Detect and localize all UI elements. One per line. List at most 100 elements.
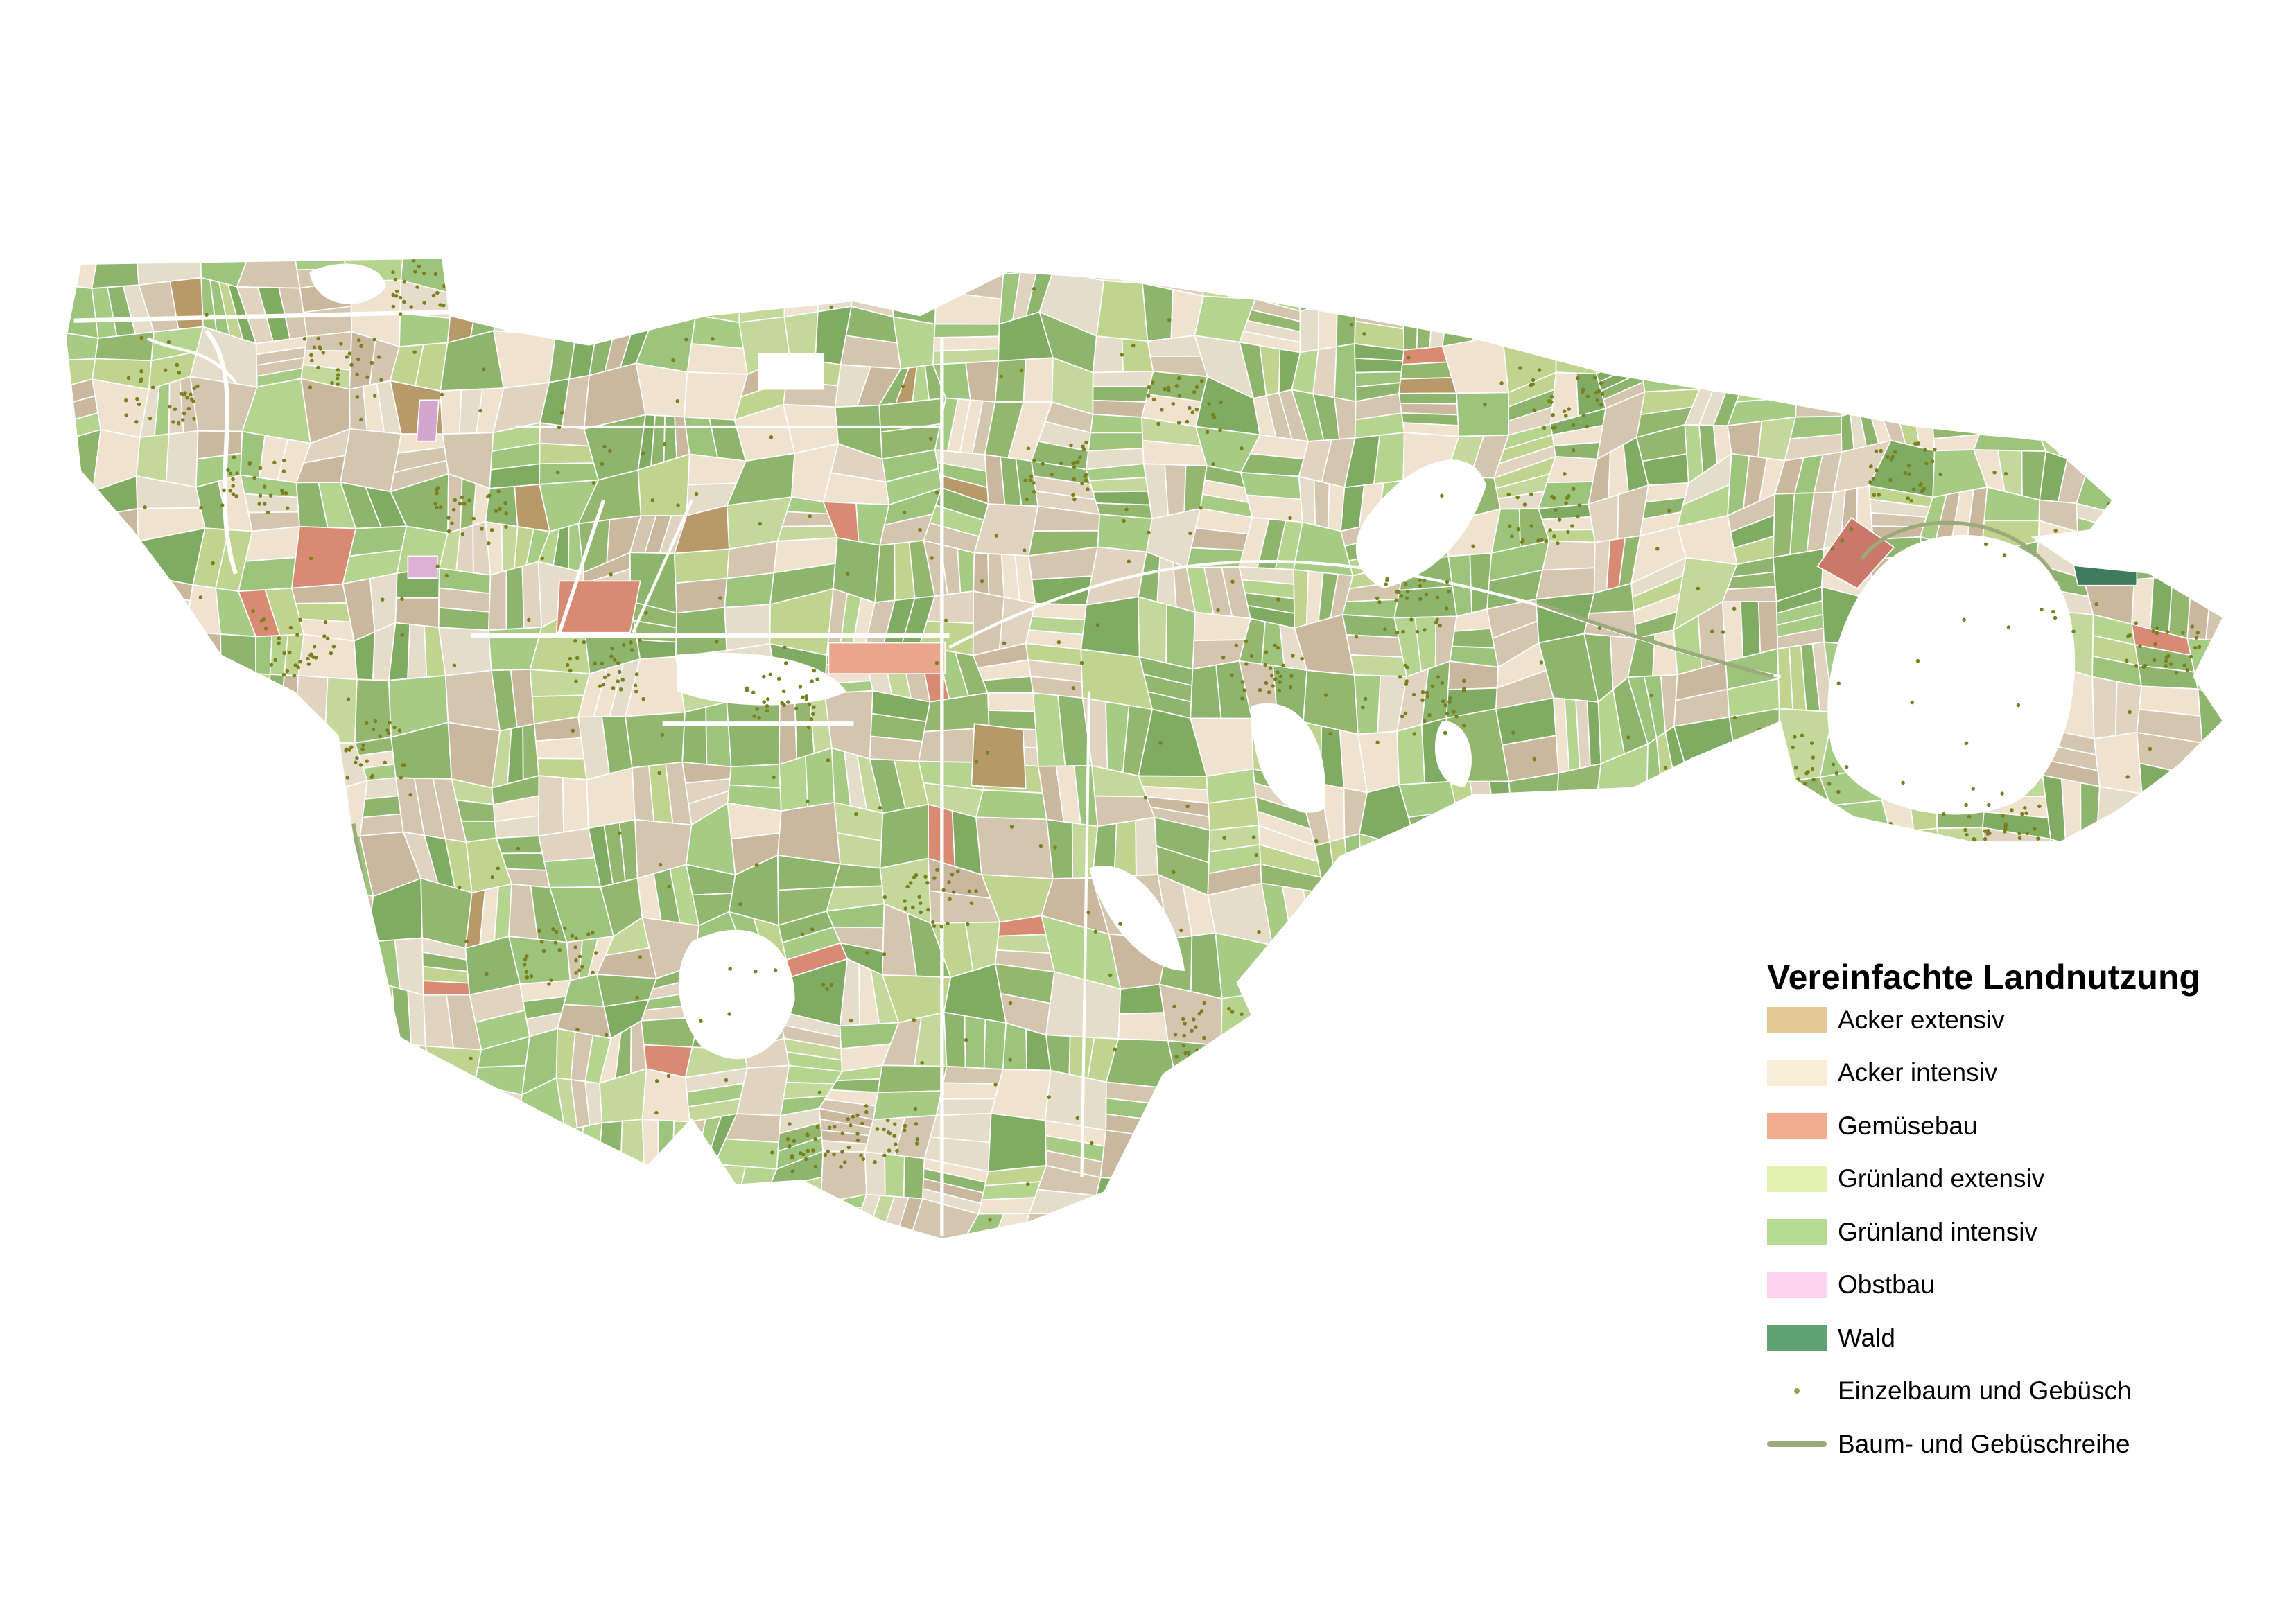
parcel [90,708,142,734]
parcel [283,833,303,882]
tree-point [941,888,946,893]
tree-point [372,394,377,398]
tree-point [1188,531,1192,536]
tree-point [1471,544,1475,549]
parcel [580,286,602,335]
tree-point [549,978,553,982]
tree-point [1784,764,1788,768]
parcel [1984,403,2037,429]
parcel [251,1035,287,1086]
tree-point [1922,487,1927,491]
tree-point [1518,366,1522,370]
parcel [1471,998,1488,1047]
parcel [586,1173,646,1211]
tree-point [1171,870,1176,875]
tree-point [1773,780,1777,785]
tree-point [1249,654,1254,658]
tree-point [335,1051,340,1055]
tree-point [951,890,956,894]
parcel [1557,943,1621,978]
tree-point [1439,304,1444,309]
tree-point [2036,836,2040,841]
parcel [1585,877,1615,936]
parcel [1793,912,1838,952]
parcel [849,259,872,271]
parcel [1296,1049,1319,1103]
tree-point [580,965,584,969]
tree-point [1518,1070,1523,1075]
parcel [1640,314,1695,340]
tree-point [1375,740,1380,744]
tree-point [613,658,617,662]
parcel [781,511,834,527]
parcel [1494,1221,1521,1239]
tree-point [1427,712,1432,717]
parcel [2254,324,2296,352]
parcel [2193,331,2223,360]
tree-point [365,759,369,763]
parcel [336,1234,355,1239]
tree-point [1412,732,1416,736]
parcel [1996,193,2017,247]
tree-point [675,399,679,403]
parcel [2112,259,2136,279]
tree-point [902,510,907,515]
parcel [468,1225,492,1239]
unmapped-area [1355,459,1487,589]
tree-point [487,541,491,545]
parcel [1904,283,1933,328]
parcel [1456,392,1510,437]
tree-point [1182,1033,1186,1038]
tree-point [2164,664,2168,668]
tree-point [1418,578,1423,582]
parcel [1555,339,1595,360]
parcel [2246,1241,2296,1273]
parcel [810,1218,859,1239]
parcel [625,711,686,769]
parcel [1366,1101,1393,1157]
parcel [1423,1054,1443,1098]
tree-point [855,1138,860,1143]
tree-point [849,1123,853,1128]
parcel [1296,285,1357,313]
parcel [1398,376,1458,394]
tree-point [2151,629,2155,633]
parcel [544,1249,578,1277]
parcel [1580,982,1603,1045]
tree-point [402,299,406,304]
tree-point [2164,658,2168,663]
parcel [1513,1195,1565,1213]
tree-point [618,687,623,692]
parcel [1150,259,1199,266]
tree-point [825,987,829,991]
tree-point [1202,1035,1206,1040]
parcel [2149,925,2220,961]
parcel [165,682,198,741]
tree-point [1400,714,1404,719]
tree-point [339,342,343,346]
tree-point [1240,446,1244,450]
parcel [115,892,172,917]
parcel [1489,1100,1538,1147]
tree-point [2182,663,2186,667]
parcel [66,1028,119,1049]
parcel [1633,860,1651,928]
parcel [776,801,841,865]
tree-point [638,638,642,642]
tree-point [1411,692,1416,697]
unmapped-area [1827,534,2076,815]
parcel [81,1084,118,1137]
parcel [66,625,92,667]
tree-point [950,873,955,877]
parcel [672,1120,690,1173]
tree-point [1906,496,1911,500]
tree-point [768,672,773,677]
road [632,499,693,633]
tree-point [1171,402,1176,406]
tree-point [1276,597,1280,602]
parcel [162,1116,233,1138]
parcel [543,857,602,888]
parcel [1641,370,1701,393]
parcel [174,1028,221,1068]
tree-point [1912,487,1916,492]
